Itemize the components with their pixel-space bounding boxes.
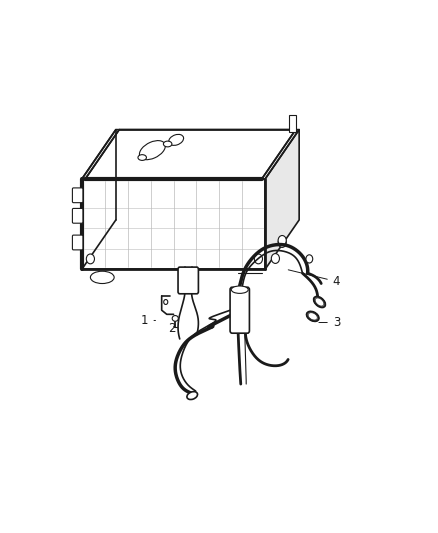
FancyBboxPatch shape xyxy=(178,267,198,294)
Ellipse shape xyxy=(163,141,172,147)
Circle shape xyxy=(278,236,286,245)
FancyBboxPatch shape xyxy=(72,208,83,223)
Ellipse shape xyxy=(231,286,248,293)
Circle shape xyxy=(254,254,262,264)
Polygon shape xyxy=(82,130,299,179)
Text: 1: 1 xyxy=(141,314,155,327)
Circle shape xyxy=(306,255,313,263)
Text: 4: 4 xyxy=(288,270,340,288)
FancyBboxPatch shape xyxy=(72,188,83,203)
Ellipse shape xyxy=(314,296,325,308)
Text: 2: 2 xyxy=(168,322,176,335)
Bar xyxy=(289,115,296,132)
Ellipse shape xyxy=(187,392,198,400)
Circle shape xyxy=(278,238,286,247)
Polygon shape xyxy=(85,130,296,179)
Circle shape xyxy=(86,254,95,264)
Ellipse shape xyxy=(139,141,165,160)
Polygon shape xyxy=(82,179,265,269)
Circle shape xyxy=(164,300,168,304)
Text: 3: 3 xyxy=(319,316,340,329)
Ellipse shape xyxy=(90,271,114,284)
Ellipse shape xyxy=(307,311,319,321)
Ellipse shape xyxy=(169,134,184,146)
Polygon shape xyxy=(265,130,299,269)
Ellipse shape xyxy=(138,155,146,160)
Circle shape xyxy=(271,254,279,263)
Ellipse shape xyxy=(172,316,178,321)
FancyBboxPatch shape xyxy=(230,287,249,333)
FancyBboxPatch shape xyxy=(72,235,83,250)
